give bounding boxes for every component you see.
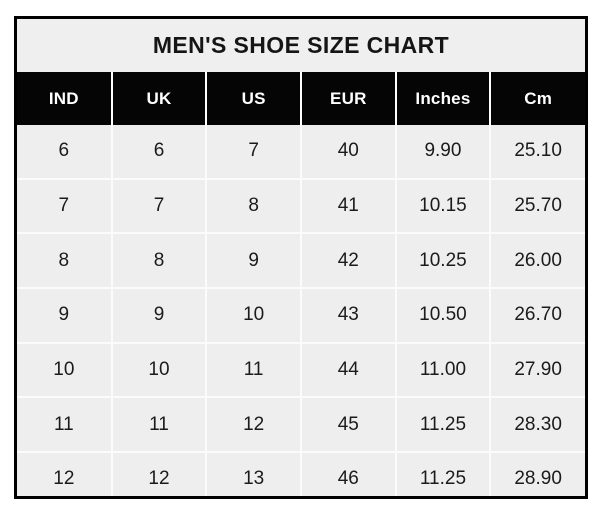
cell-inches: 10.50: [395, 288, 492, 344]
cell-eur: 45: [300, 397, 397, 454]
cell-inches: 11.00: [395, 342, 492, 399]
table-header-row: IND UK US EUR Inches Cm: [17, 72, 585, 125]
cell-uk: 8: [111, 233, 208, 290]
shoe-size-table: IND UK US EUR Inches Cm 6 6 7 40 9.90 25…: [17, 72, 585, 496]
cell-us: 7: [206, 125, 302, 180]
cell-inches: 10.25: [395, 233, 492, 290]
cell-inches: 9.90: [395, 125, 492, 180]
cell-us: 13: [206, 452, 302, 496]
cell-us: 8: [206, 178, 302, 235]
cell-us: 9: [206, 233, 302, 290]
cell-cm: 28.30: [490, 397, 585, 454]
column-header-uk: UK: [111, 72, 208, 125]
cell-uk: 9: [111, 288, 208, 344]
column-header-cm: Cm: [490, 72, 585, 125]
cell-ind: 6: [17, 125, 113, 180]
cell-ind: 10: [17, 342, 113, 399]
cell-uk: 12: [111, 452, 208, 496]
table-row: 7 7 8 41 10.15 25.70: [17, 178, 585, 235]
cell-uk: 10: [111, 342, 208, 399]
cell-ind: 9: [17, 288, 113, 344]
cell-cm: 25.70: [490, 178, 585, 235]
column-header-eur: EUR: [300, 72, 397, 125]
table-row: 8 8 9 42 10.25 26.00: [17, 233, 585, 290]
cell-inches: 11.25: [395, 397, 492, 454]
table-row: 10 10 11 44 11.00 27.90: [17, 342, 585, 399]
cell-cm: 28.90: [490, 452, 585, 496]
cell-ind: 7: [17, 178, 113, 235]
chart-title-band: MEN'S SHOE SIZE CHART: [17, 19, 585, 72]
shoe-size-chart-container: MEN'S SHOE SIZE CHART IND UK US EUR Inch…: [14, 16, 588, 499]
table-row: 6 6 7 40 9.90 25.10: [17, 125, 585, 180]
cell-uk: 11: [111, 397, 208, 454]
cell-eur: 41: [300, 178, 397, 235]
cell-ind: 11: [17, 397, 113, 454]
cell-eur: 42: [300, 233, 397, 290]
table-row: 11 11 12 45 11.25 28.30: [17, 397, 585, 454]
cell-uk: 7: [111, 178, 208, 235]
cell-us: 12: [206, 397, 302, 454]
column-header-us: US: [206, 72, 302, 125]
cell-uk: 6: [111, 125, 208, 180]
cell-inches: 10.15: [395, 178, 492, 235]
cell-cm: 25.10: [490, 125, 585, 180]
column-header-ind: IND: [17, 72, 113, 125]
page-title: MEN'S SHOE SIZE CHART: [152, 32, 450, 58]
cell-cm: 26.70: [490, 288, 585, 344]
column-header-inches: Inches: [395, 72, 492, 125]
cell-eur: 44: [300, 342, 397, 399]
table-body: 6 6 7 40 9.90 25.10 7 7 8 41 10.15 25.70…: [17, 125, 585, 496]
table-row: 12 12 13 46 11.25 28.90: [17, 452, 585, 496]
cell-inches: 11.25: [395, 452, 492, 496]
cell-eur: 46: [300, 452, 397, 496]
cell-cm: 27.90: [490, 342, 585, 399]
cell-us: 11: [206, 342, 302, 399]
cell-ind: 12: [17, 452, 113, 496]
cell-eur: 43: [300, 288, 397, 344]
cell-us: 10: [206, 288, 302, 344]
cell-eur: 40: [300, 125, 397, 180]
cell-cm: 26.00: [490, 233, 585, 290]
table-row: 9 9 10 43 10.50 26.70: [17, 288, 585, 344]
cell-ind: 8: [17, 233, 113, 290]
table-header: IND UK US EUR Inches Cm: [17, 72, 585, 125]
